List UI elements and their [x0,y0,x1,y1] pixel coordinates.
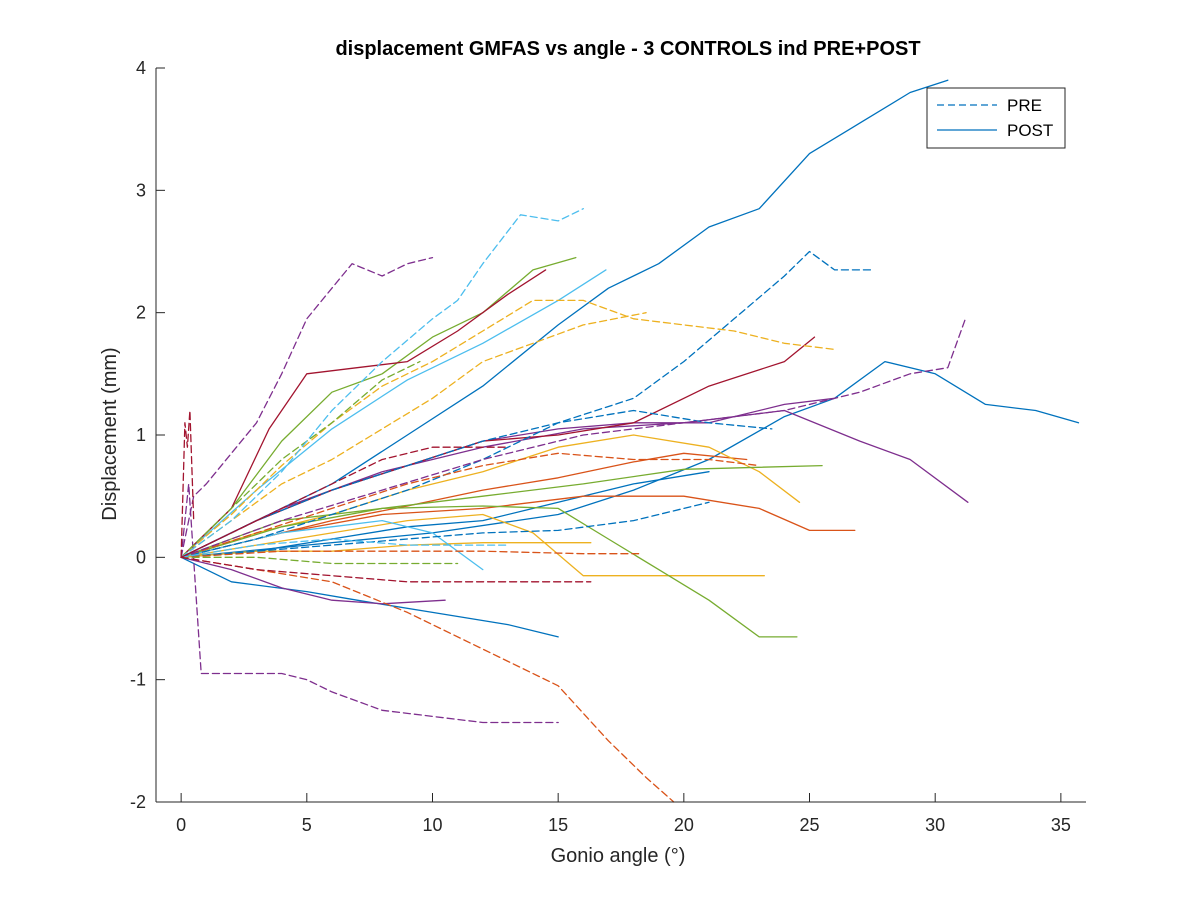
chart-title: displacement GMFAS vs angle - 3 CONTROLS… [335,38,920,60]
series-line-27 [180,312,647,558]
x-tick-label: 20 [674,815,694,835]
x-axis-label: Gonio angle (°) [551,845,686,867]
series-line-28 [180,256,434,558]
y-tick-label: 0 [136,547,146,567]
series-layer [180,79,1080,803]
y-axis-label: Displacement (mm) [99,347,121,520]
series-line-22 [180,501,710,558]
series-line-24 [180,550,640,558]
legend: PRE POST [926,87,1066,149]
series-line-5 [180,495,856,558]
series-line-33 [180,208,584,558]
series-line-17 [180,519,484,571]
series-line-20 [180,250,874,558]
series-line-7 [180,513,765,577]
series-line-12 [180,556,446,605]
x-tick-label: 35 [1051,815,1071,835]
x-tick-label: 10 [422,815,442,835]
series-line-9 [180,542,592,558]
y-tick-label: 2 [136,303,146,323]
series-line-18 [180,269,547,558]
y-tick-label: 4 [136,58,146,78]
series-line-34 [180,538,509,558]
series-line-1 [180,79,949,558]
series-line-35 [180,409,195,558]
y-tick-label: 3 [136,180,146,200]
y-tick-label: 1 [136,425,146,445]
legend-label-post: POST [1007,121,1053,140]
legend-label-pre: PRE [1007,96,1042,115]
series-line-4 [180,471,710,558]
series-line-32 [180,556,459,565]
series-line-23 [180,556,675,803]
series-line-37 [180,446,509,558]
series-line-36 [180,556,592,583]
x-tick-label: 25 [799,815,819,835]
series-line-26 [180,299,836,558]
series-line-13 [180,256,577,558]
series-line-25 [180,452,760,558]
legend-box [926,87,1066,149]
series-line-21 [180,409,773,558]
series-line-15 [180,464,823,558]
series-line-29 [180,483,559,724]
series-line-30 [180,318,967,558]
series-line-3 [180,556,559,638]
y-tick-label: -1 [130,670,146,690]
x-tick-label: 5 [302,815,312,835]
x-tick-label: 0 [176,815,186,835]
x-tick-label: 30 [925,815,945,835]
x-tick-label: 15 [548,815,568,835]
y-tick-label: -2 [130,792,146,812]
axes-layer: 0 5 10 15 20 25 30 35 -2 -1 0 1 2 3 4 [130,58,1086,835]
